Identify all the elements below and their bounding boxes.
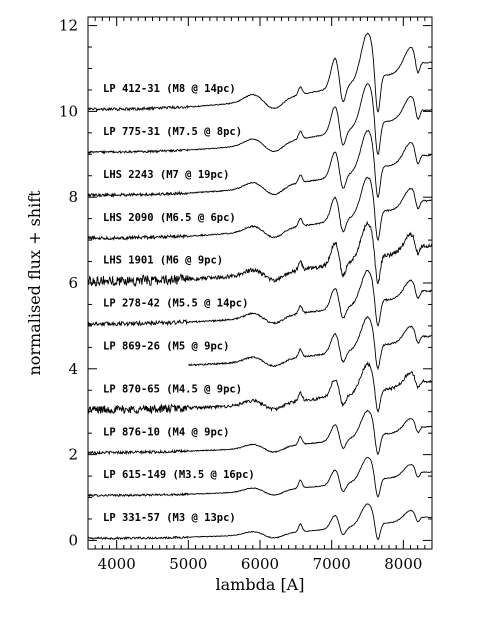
spectrum-label: LP 876-10 (M4 @ 9pc) [103,426,229,438]
spectrum-line [87,503,433,541]
spectrum-label: LHS 2090 (M6.5 @ 6pc) [103,212,236,224]
x-tick-label: 6000 [241,555,279,573]
spectrum-label: LP 412-31 (M8 @ 14pc) [103,83,236,95]
x-axis-title: lambda [A] [216,575,305,594]
spectrum-label: LP 775-31 (M7.5 @ 8pc) [103,126,242,138]
spectrum-line [87,220,433,288]
spectrum-line [87,129,432,199]
spectrum-line [87,83,432,156]
spectrum-label: LHS 1901 (M6 @ 9pc) [103,255,223,267]
spectrum-line [87,457,433,498]
x-tick-label: 8000 [384,555,422,573]
spectra-labels: LP 331-57 (M3 @ 13pc) LP 615-149 (M3.5 @ … [103,83,255,524]
x-tick-label: 7000 [313,555,351,573]
spectrum-label: LHS 2243 (M7 @ 19pc) [103,169,229,181]
y-axis-title: normalised flux + shift [25,190,44,376]
y-tick-label: 0 [68,531,78,549]
spectra-lines [87,32,433,541]
y-tick-label: 12 [59,17,78,35]
spectrum-label: LP 278-42 (M5.5 @ 14pc) [103,298,248,310]
y-tick-label: 4 [68,360,78,378]
spectrum-line [87,269,433,328]
y-tick-label: 2 [68,446,78,464]
spectrum-label: LP 870-65 (M4.5 @ 9pc) [103,383,242,395]
plot-frame [87,16,433,550]
spectrum-label: LP 615-149 (M3.5 @ 16pc) [103,469,255,481]
x-tick-label: 4000 [98,555,136,573]
spectrum-line [87,176,433,242]
axis-ticks: 4000 5000 6000 7000 8000 0 2 4 6 8 10 12 [59,17,432,573]
y-tick-label: 10 [59,102,78,120]
spectrum-label: LP 331-57 (M3 @ 13pc) [103,512,236,524]
spectrum-line [188,316,433,371]
x-tick-label: 5000 [169,555,207,573]
y-tick-label: 8 [68,188,78,206]
spectrum-line [87,409,433,456]
spectrum-line [87,32,433,113]
y-tick-label: 6 [68,274,78,292]
spectrum-line [87,360,433,415]
spectrum-label: LP 869-26 (M5 @ 9pc) [103,341,229,353]
